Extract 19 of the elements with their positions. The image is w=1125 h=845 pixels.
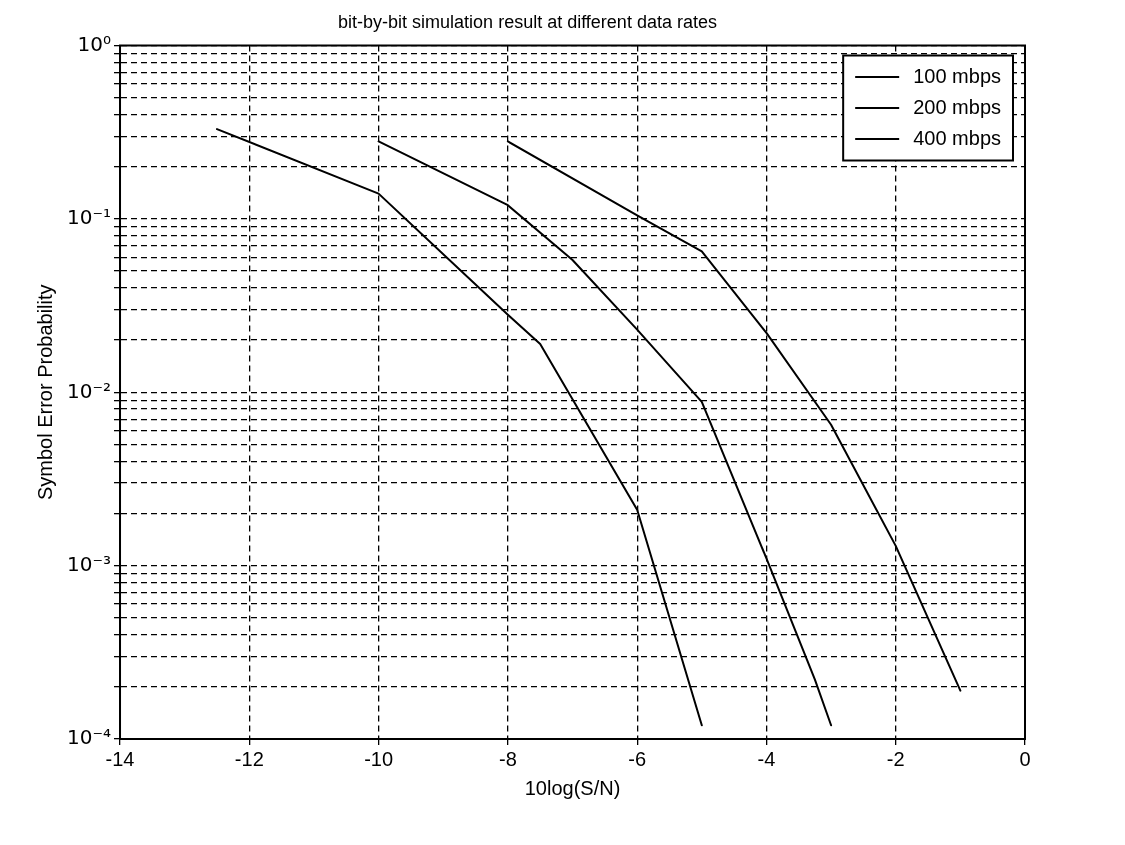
x-tick-label: -12 — [234, 747, 264, 770]
legend-label: 200 mbps — [913, 95, 1002, 118]
x-tick-label: -6 — [628, 747, 647, 770]
chart-title: bit-by-bit simulation result at different data rates — [338, 11, 717, 32]
x-tick-label: -10 — [364, 747, 394, 770]
y-tick-label: 10⁻³ — [66, 551, 112, 576]
x-axis-title: 10log(S/N) — [524, 776, 621, 799]
x-tick-label: -2 — [886, 747, 905, 770]
x-tick-label: -8 — [498, 747, 517, 770]
legend-label: 400 mbps — [913, 126, 1002, 149]
y-tick-label: 10⁻¹ — [66, 205, 112, 230]
y-tick-label: 10⁻² — [66, 378, 112, 403]
x-tick-label: 0 — [1019, 747, 1031, 770]
x-tick-label: -14 — [105, 747, 135, 770]
x-tick-label: -4 — [757, 747, 776, 770]
y-tick-label: 10⁻⁴ — [66, 725, 112, 750]
y-axis-title: Symbol Error Probability — [33, 284, 56, 501]
y-tick-label: 10⁰ — [77, 31, 112, 56]
legend-label: 100 mbps — [913, 64, 1002, 87]
